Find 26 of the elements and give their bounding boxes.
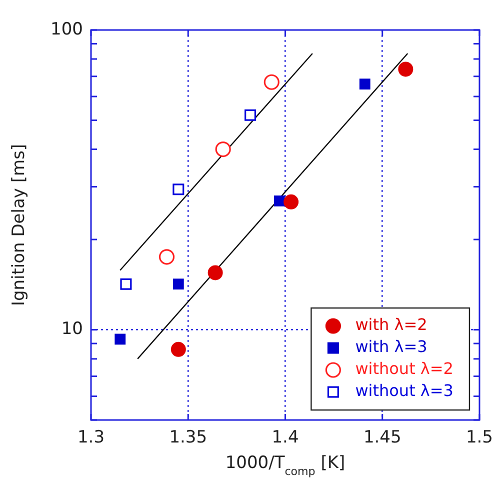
point (284, 194, 299, 210)
point (398, 62, 414, 77)
point (158, 249, 175, 265)
y-axis-title: Ignition Delay [ms] (9, 144, 29, 306)
x-tick-label: 1.4 (272, 428, 299, 448)
point (172, 278, 184, 290)
x-tick-label: 1.35 (169, 428, 208, 448)
y-tick-label: 10 (61, 319, 83, 340)
legend-label: without λ=3 (355, 381, 454, 400)
legend-label: with λ=2 (355, 315, 428, 334)
point (170, 342, 186, 357)
point (359, 78, 370, 90)
y-tick-label: 100 (50, 19, 83, 40)
point (172, 184, 184, 196)
legend-label: with λ=3 (355, 337, 428, 356)
point (120, 278, 132, 290)
point (114, 334, 126, 345)
x-tick-label: 1.5 (466, 428, 494, 448)
point (264, 74, 280, 90)
x-tick-label: 1.45 (363, 428, 402, 448)
point (274, 195, 285, 206)
legend-label: without λ=2 (355, 359, 454, 378)
point (244, 109, 256, 121)
point (215, 141, 231, 158)
x-tick-label: 1.3 (77, 428, 105, 448)
point (208, 265, 223, 280)
